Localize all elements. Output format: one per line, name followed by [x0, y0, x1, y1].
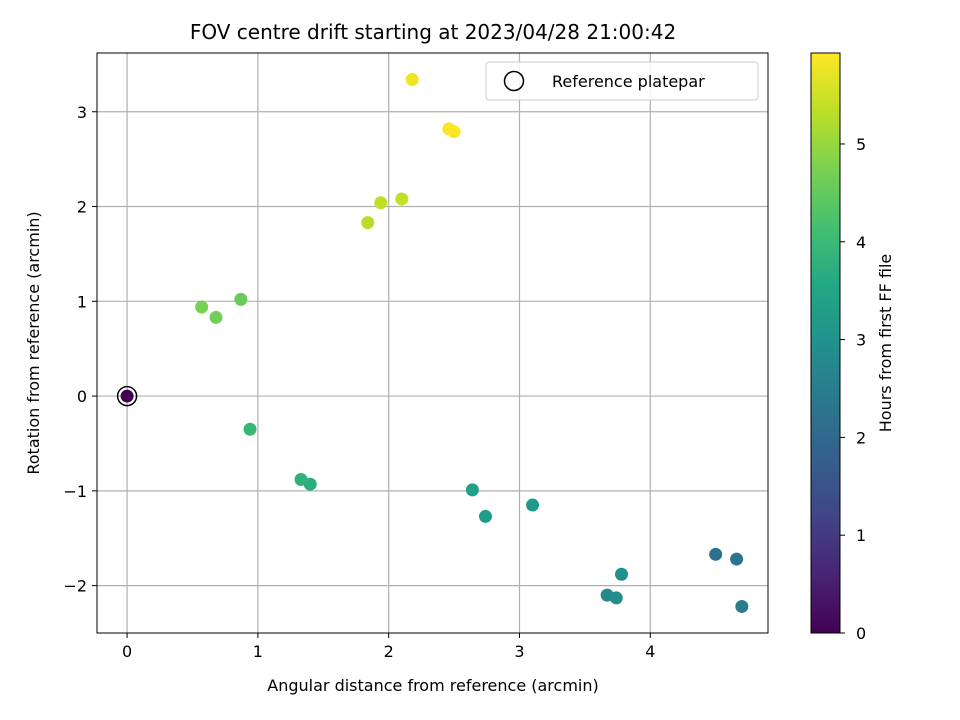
- scatter-point: [735, 599, 749, 613]
- scatter-point: [361, 216, 375, 230]
- scatter-point: [526, 498, 540, 512]
- plot-frame: [96, 52, 769, 634]
- x-tick-label: 0: [122, 642, 132, 661]
- colorbar-tick-label: 2: [856, 428, 866, 447]
- y-tick-label: 0: [77, 387, 87, 406]
- colorbar-label: Hours from first FF file: [876, 254, 895, 433]
- colorbar-tick-label: 5: [856, 135, 866, 154]
- scatter-point: [609, 591, 623, 605]
- scatter-point: [465, 483, 479, 497]
- grid: [97, 53, 768, 633]
- scatter-point: [730, 552, 744, 566]
- colorbar-tick-label: 0: [856, 624, 866, 643]
- scatter-point: [447, 125, 461, 139]
- scatter-point: [615, 567, 629, 581]
- y-tick-label: −1: [63, 482, 87, 501]
- y-axis-label: Rotation from reference (arcmin): [24, 211, 43, 474]
- x-tick-label: 1: [253, 642, 263, 661]
- scatter-point: [294, 472, 308, 486]
- scatter-point: [195, 300, 209, 314]
- scatter-point: [405, 73, 419, 87]
- y-tick-label: 3: [77, 103, 87, 122]
- colorbar: [810, 52, 841, 634]
- colorbar-tick-label: 3: [856, 331, 866, 350]
- scatter-point: [709, 547, 723, 561]
- y-axis: −2 −1 0 1 2 3: [63, 103, 97, 596]
- x-tick-label: 2: [384, 642, 394, 661]
- scatter-point: [120, 389, 134, 403]
- reference-marker: [116, 385, 138, 407]
- scatter-point: [395, 192, 409, 206]
- scatter-points: [116, 73, 749, 613]
- scatter-point: [234, 292, 248, 306]
- chart-title: FOV centre drift starting at 2023/04/28 …: [190, 20, 676, 44]
- y-tick-label: −2: [63, 577, 87, 596]
- colorbar-tick-label: 1: [856, 526, 866, 545]
- legend: Reference platepar: [485, 61, 759, 101]
- colorbar-axis: 0 1 2 3 4 5: [840, 135, 866, 643]
- legend-entry: Reference platepar: [552, 72, 705, 91]
- x-tick-label: 3: [514, 642, 524, 661]
- scatter-point: [209, 310, 223, 324]
- x-axis-label: Angular distance from reference (arcmin): [267, 676, 598, 695]
- y-tick-label: 1: [77, 292, 87, 311]
- x-axis: 0 1 2 3 4: [122, 633, 655, 661]
- scatter-point: [478, 509, 492, 523]
- legend-box: [485, 61, 759, 101]
- scatter-point: [243, 422, 257, 436]
- scatter-point: [374, 196, 388, 210]
- colorbar-tick-label: 4: [856, 233, 866, 252]
- legend-marker: [503, 70, 525, 92]
- x-tick-label: 4: [645, 642, 655, 661]
- y-tick-label: 2: [77, 198, 87, 217]
